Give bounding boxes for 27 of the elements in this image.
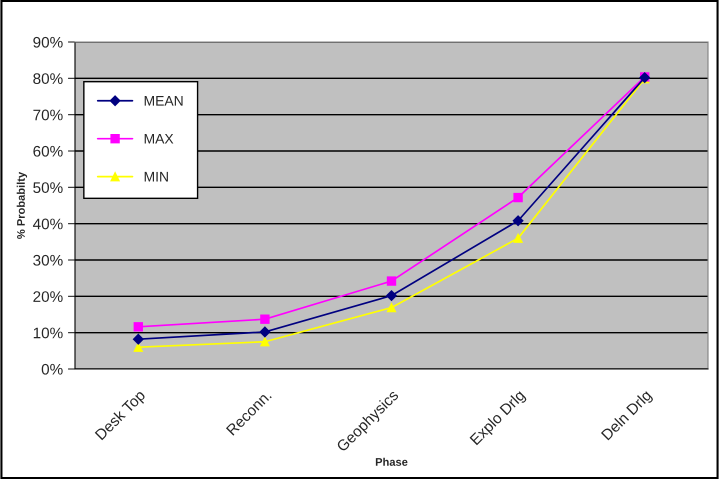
y-tick-label: 90% [33, 36, 63, 48]
point [512, 215, 524, 226]
point [386, 290, 397, 302]
y-tick-label: 20% [33, 291, 63, 302]
legend-label: MIN [144, 172, 168, 182]
point [386, 276, 396, 286]
point [134, 342, 143, 352]
point [134, 322, 143, 332]
point [386, 302, 396, 312]
point [132, 334, 144, 345]
point [260, 314, 270, 324]
y-tick-label: 0% [42, 364, 63, 375]
y-tick-label: 60% [33, 146, 63, 157]
point [260, 337, 270, 346]
y-tick-label: 70% [33, 110, 63, 120]
y-axis-title: % Probabilty [16, 172, 28, 239]
y-tick-label: 30% [33, 254, 63, 266]
y-tick-label: 80% [33, 73, 63, 84]
x-axis-title: Phase [376, 458, 408, 466]
y-tick-label: 50% [33, 182, 63, 194]
legend-label: MEAN [144, 96, 183, 106]
legend-label: MAX [144, 134, 174, 144]
point [259, 326, 270, 338]
point [513, 192, 523, 202]
point [513, 234, 523, 243]
y-tick-label: 40% [32, 218, 63, 230]
y-tick-label: 10% [34, 328, 63, 338]
